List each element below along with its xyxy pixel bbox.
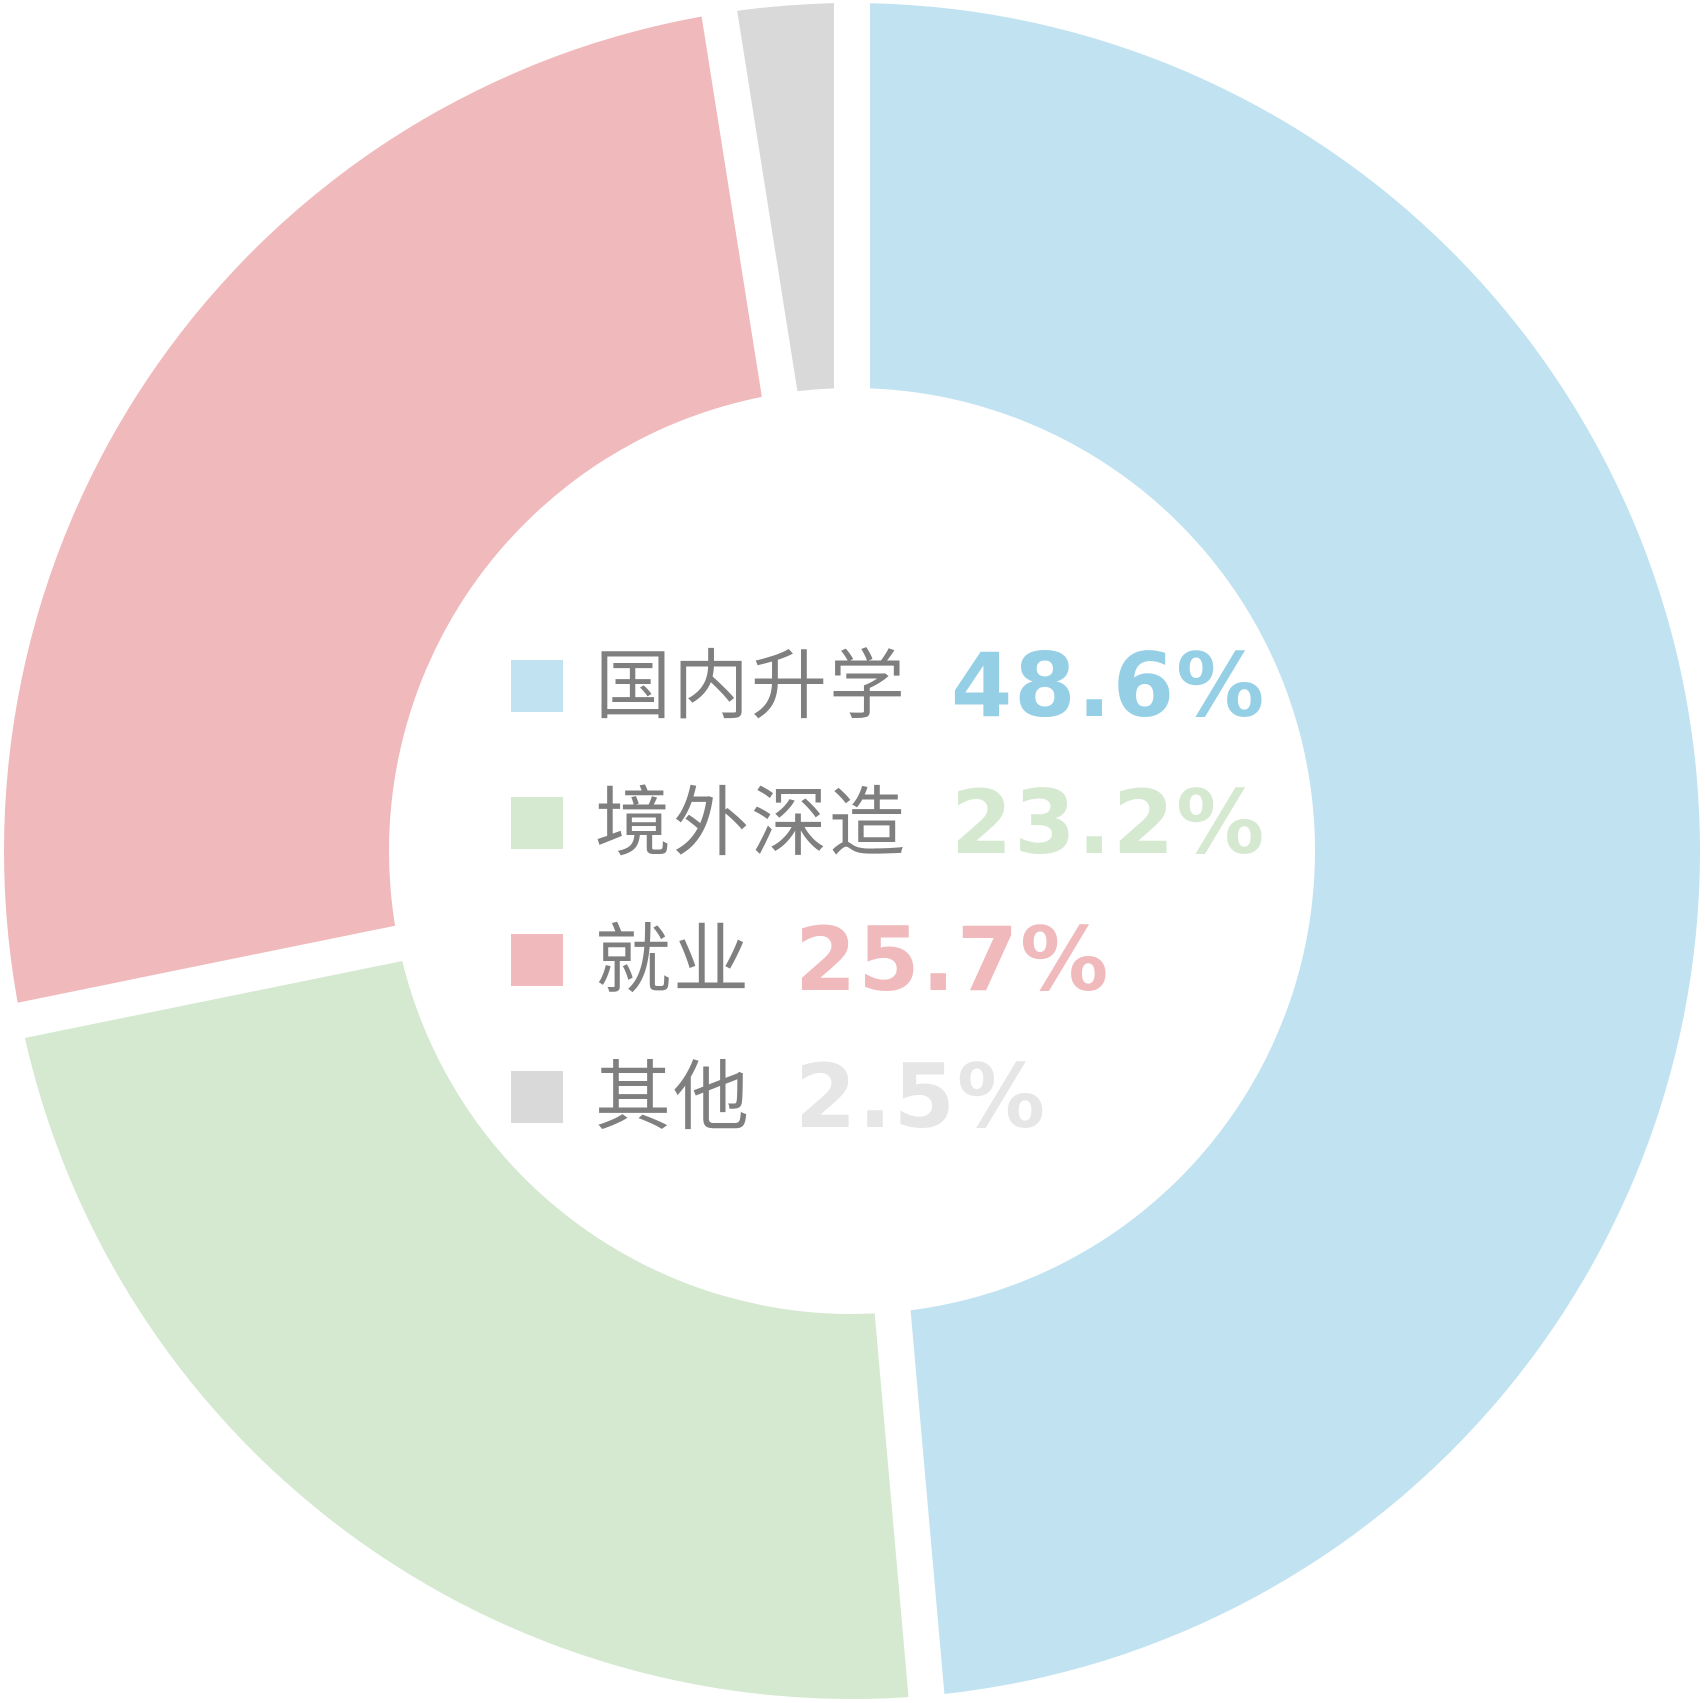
legend-item: 境外深造 23.2% <box>511 754 1271 891</box>
donut-slice <box>3 13 780 1021</box>
legend-swatch <box>511 796 563 849</box>
legend-label: 境外深造 <box>595 777 907 867</box>
donut-slice <box>21 943 927 1699</box>
donut-slice <box>852 3 1701 1696</box>
legend-swatch <box>511 1070 563 1123</box>
legend-swatch <box>511 659 563 712</box>
legend-label: 国内升学 <box>595 640 907 730</box>
legend-value: 23.2% <box>951 770 1267 874</box>
legend-label: 其他 <box>595 1051 751 1141</box>
legend-item: 其他 2.5% <box>511 1028 1271 1165</box>
legend: 国内升学 48.6% 境外深造 23.2% 就业 25.7% 其他 2.5% <box>511 617 1271 1165</box>
legend-item: 就业 25.7% <box>511 891 1271 1028</box>
legend-swatch <box>511 933 563 986</box>
slice-separator <box>7 923 412 1040</box>
legend-item: 国内升学 48.6% <box>511 617 1271 754</box>
slice-separator <box>873 1300 946 1703</box>
donut-slice <box>719 3 852 394</box>
legend-value: 48.6% <box>951 633 1267 737</box>
legend-value: 2.5% <box>795 1044 1048 1148</box>
legend-label: 就业 <box>595 914 751 1004</box>
slice-separator <box>700 0 799 407</box>
legend-value: 25.7% <box>795 907 1111 1011</box>
